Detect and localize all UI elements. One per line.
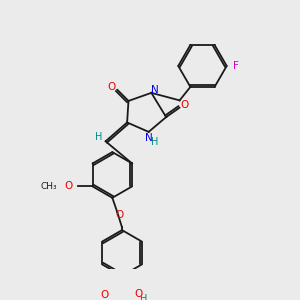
Text: N: N [151, 85, 158, 94]
Text: CH₃: CH₃ [40, 182, 57, 191]
Text: O: O [108, 82, 116, 92]
Text: F: F [232, 61, 238, 71]
Text: O: O [181, 100, 189, 110]
Text: H: H [95, 132, 103, 142]
Text: O: O [64, 181, 72, 191]
Text: H: H [151, 137, 158, 147]
Text: O: O [135, 289, 143, 299]
Text: O: O [116, 210, 124, 220]
Text: N: N [145, 133, 152, 143]
Text: H: H [140, 294, 147, 300]
Text: O: O [100, 290, 109, 300]
